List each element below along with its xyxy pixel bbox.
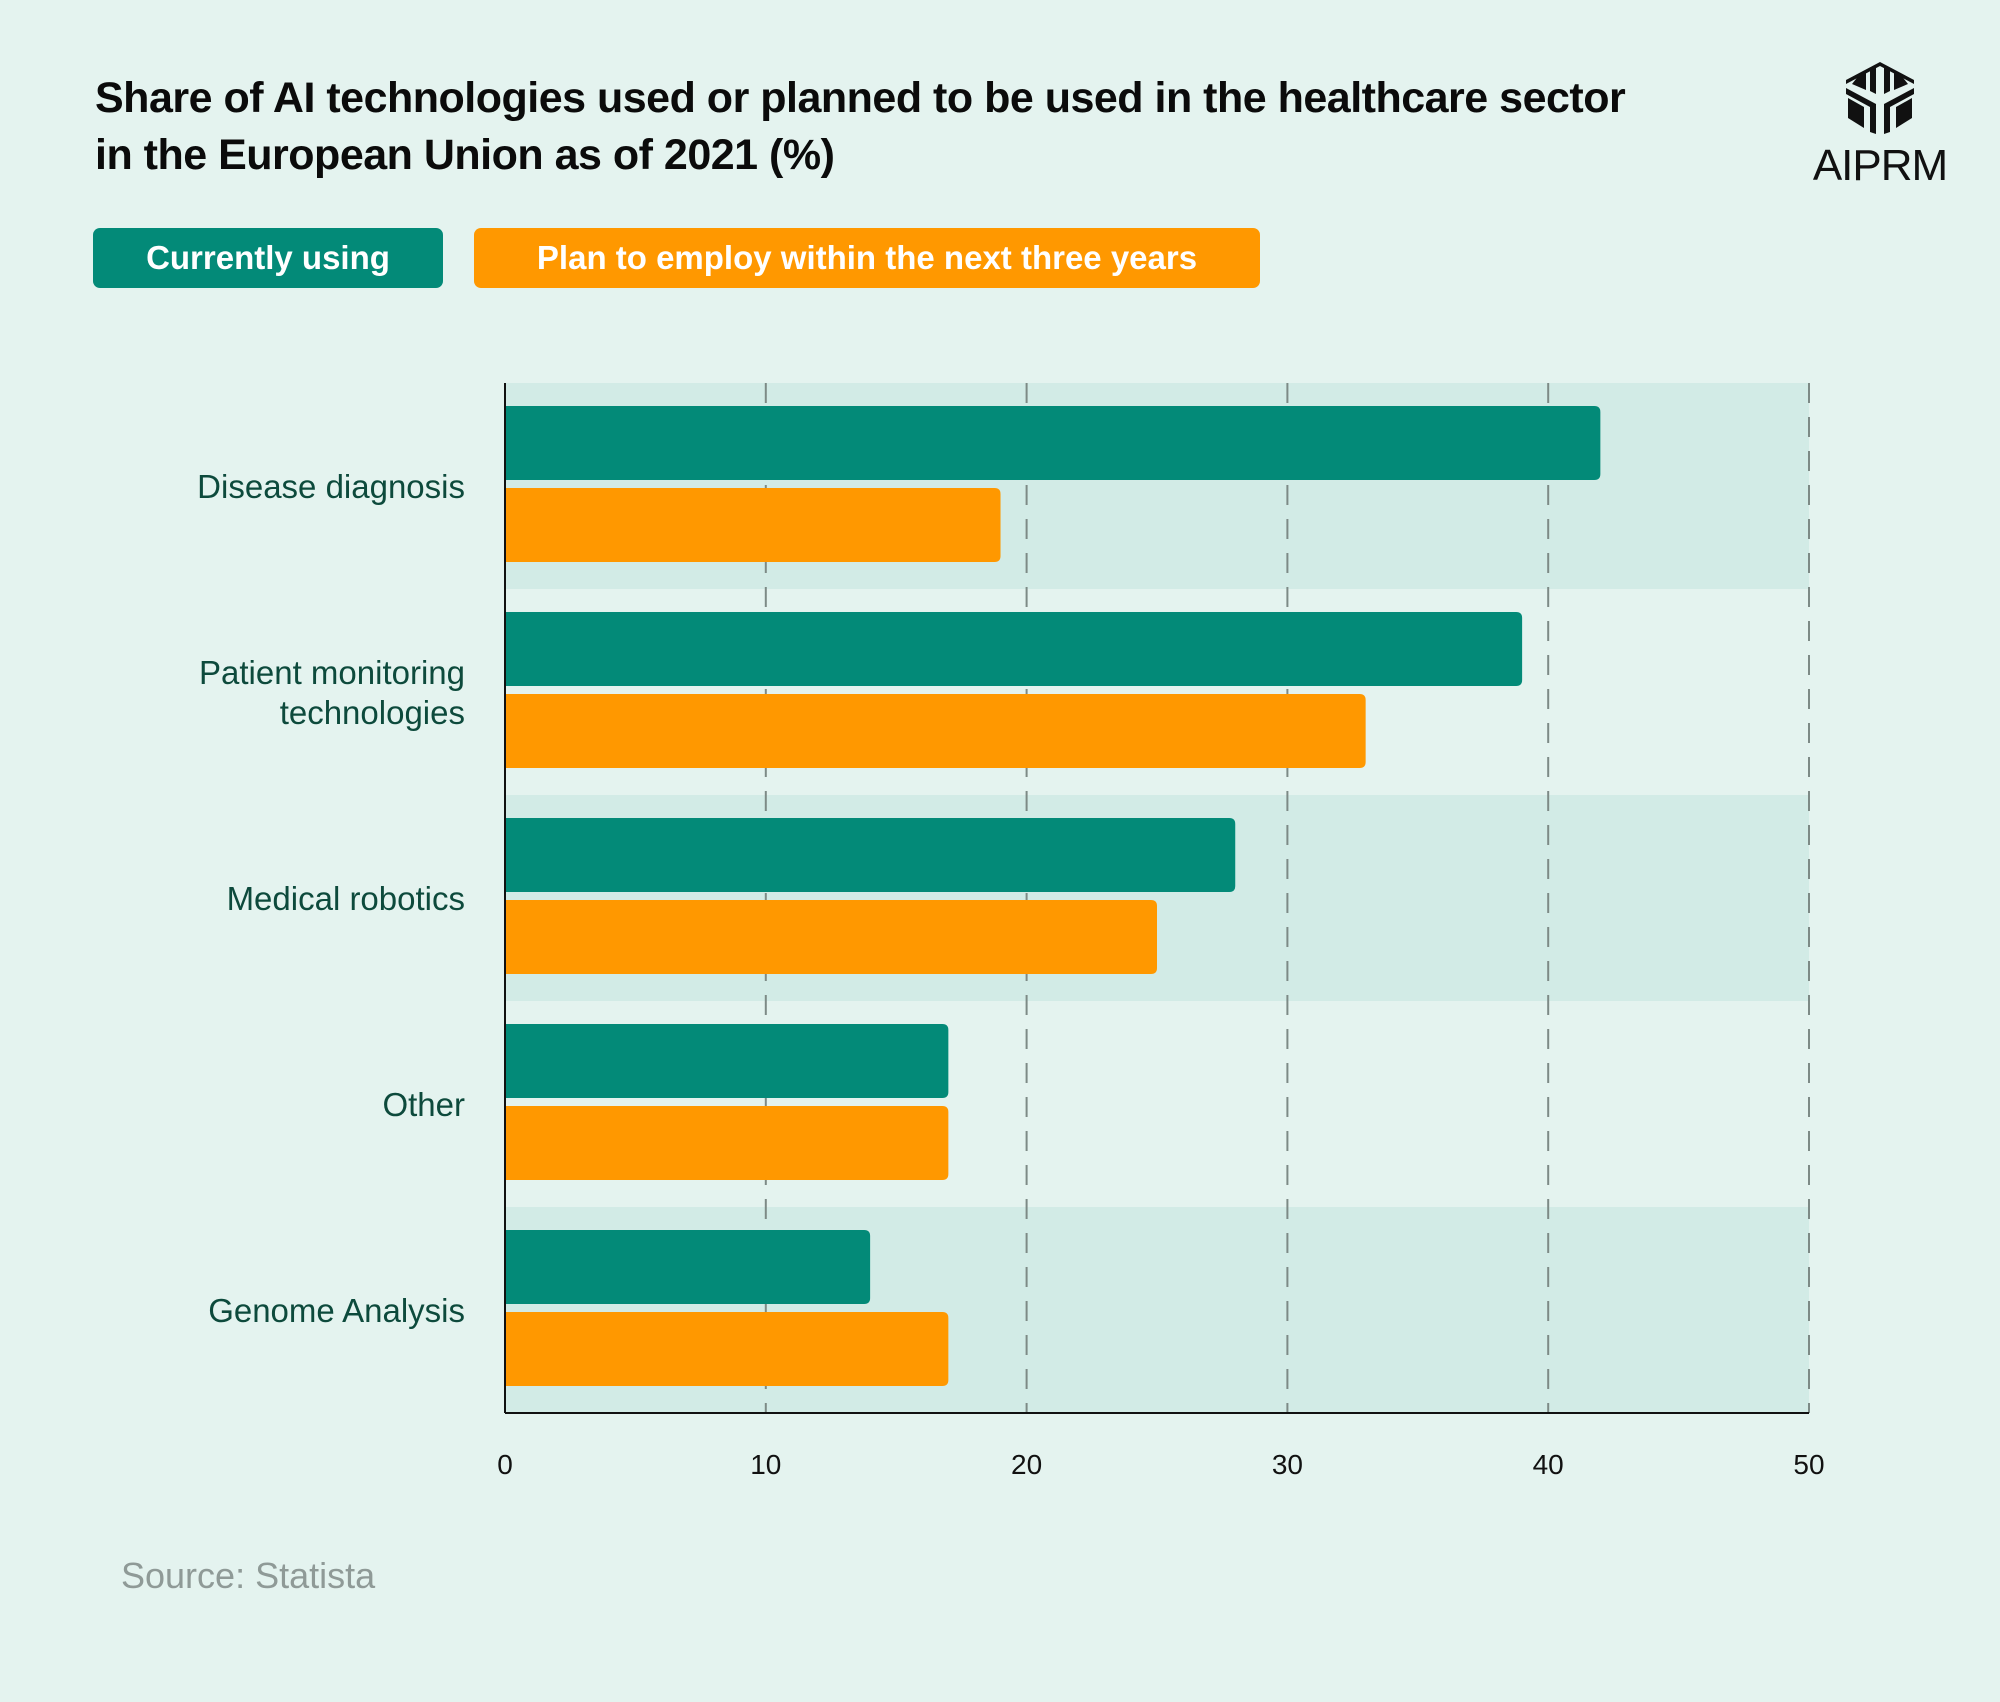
x-tick-label: 20 bbox=[1011, 1449, 1042, 1480]
bar-currently-using bbox=[505, 1230, 871, 1304]
category-label: Genome Analysis bbox=[208, 1292, 465, 1329]
bar-currently-using bbox=[505, 612, 1523, 686]
category-label: Medical robotics bbox=[227, 880, 465, 917]
category-label: Disease diagnosis bbox=[197, 468, 465, 505]
x-tick-label: 10 bbox=[750, 1449, 781, 1480]
bar-currently-using bbox=[505, 818, 1236, 892]
source-note: Source: Statista bbox=[121, 1555, 376, 1596]
bar-plan-to-employ bbox=[505, 900, 1157, 974]
aiprm-cube-logo-icon bbox=[1846, 62, 1914, 134]
bar-plan-to-employ bbox=[505, 1312, 949, 1386]
x-tick-label: 40 bbox=[1533, 1449, 1564, 1480]
chart-title: Share of AI technologies used or planned… bbox=[95, 74, 1626, 179]
bar-currently-using bbox=[505, 406, 1601, 480]
bar-plan-to-employ bbox=[505, 1106, 949, 1180]
logo-text: AIPRM bbox=[1812, 141, 1948, 190]
bar-plan-to-employ bbox=[505, 488, 1001, 562]
bar-currently-using bbox=[505, 1024, 949, 1098]
logo: AIPRM bbox=[1810, 60, 1950, 191]
x-tick-label: 50 bbox=[1793, 1449, 1824, 1480]
x-tick-label: 0 bbox=[497, 1449, 513, 1480]
bar-plan-to-employ bbox=[505, 694, 1366, 768]
legend-plan-to-employ: Plan to employ within the next three yea… bbox=[474, 228, 1260, 288]
category-label: Patient monitoring technologies bbox=[199, 654, 465, 731]
legend-currently-using: Currently using bbox=[93, 228, 443, 288]
category-label: Other bbox=[382, 1086, 465, 1123]
x-tick-label: 30 bbox=[1272, 1449, 1303, 1480]
